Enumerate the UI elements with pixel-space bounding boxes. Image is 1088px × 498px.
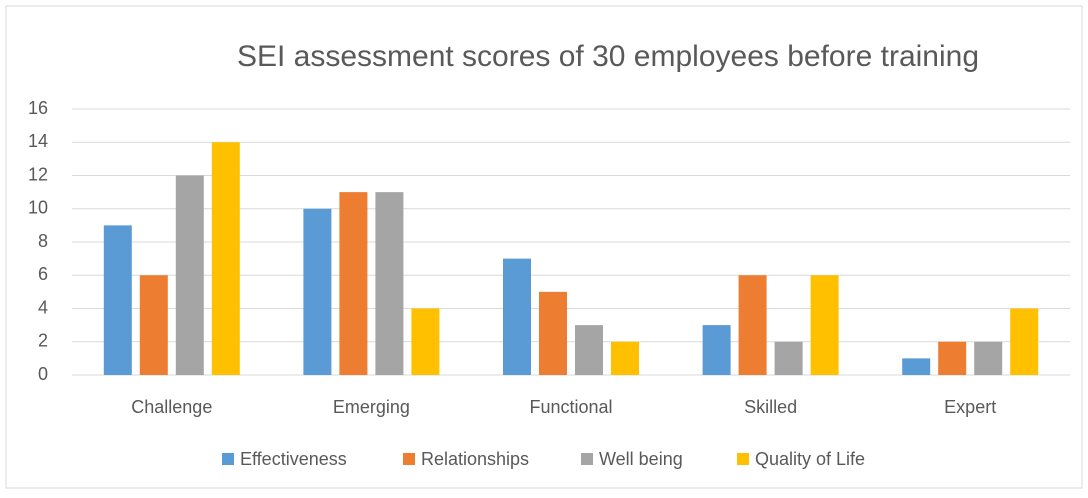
x-tick-label: Challenge	[131, 397, 212, 417]
bar	[902, 358, 931, 375]
chart-title: SEI assessment scores of 30 employees be…	[237, 40, 979, 73]
y-tick-label: 4	[38, 297, 48, 317]
y-tick-label: 10	[28, 198, 48, 218]
bar	[411, 308, 440, 375]
y-tick-label: 0	[38, 364, 48, 384]
x-tick-label: Functional	[529, 397, 612, 417]
y-tick-label: 14	[28, 131, 48, 151]
legend-swatch	[403, 453, 415, 465]
legend-swatch	[222, 453, 234, 465]
x-tick-label: Skilled	[744, 397, 797, 417]
bar	[810, 275, 839, 375]
bar	[139, 275, 168, 375]
bar	[303, 208, 332, 375]
y-tick-label: 8	[38, 231, 48, 251]
bar	[211, 142, 240, 375]
legend-label: Well being	[599, 449, 683, 469]
bar	[339, 192, 368, 375]
legend-swatch	[737, 453, 749, 465]
y-tick-label: 12	[28, 164, 48, 184]
bar	[375, 192, 404, 375]
bar	[103, 225, 132, 375]
bar	[575, 325, 603, 375]
bar	[974, 341, 1003, 375]
legend-swatch	[581, 453, 593, 465]
bar	[1010, 308, 1039, 375]
y-tick-label: 16	[28, 98, 48, 118]
bar	[175, 175, 204, 375]
legend-label: Quality of Life	[755, 449, 865, 469]
bar	[503, 258, 531, 375]
bar	[611, 341, 639, 375]
bar	[702, 325, 731, 375]
bar	[938, 341, 967, 375]
legend-label: Effectiveness	[240, 449, 347, 469]
y-tick-label: 6	[38, 264, 48, 284]
x-tick-label: Expert	[944, 397, 996, 417]
bar	[774, 341, 803, 375]
bar	[738, 275, 767, 375]
legend-label: Relationships	[421, 449, 529, 469]
x-tick-label: Emerging	[333, 397, 410, 417]
bar	[539, 291, 567, 375]
y-tick-label: 2	[38, 331, 48, 351]
